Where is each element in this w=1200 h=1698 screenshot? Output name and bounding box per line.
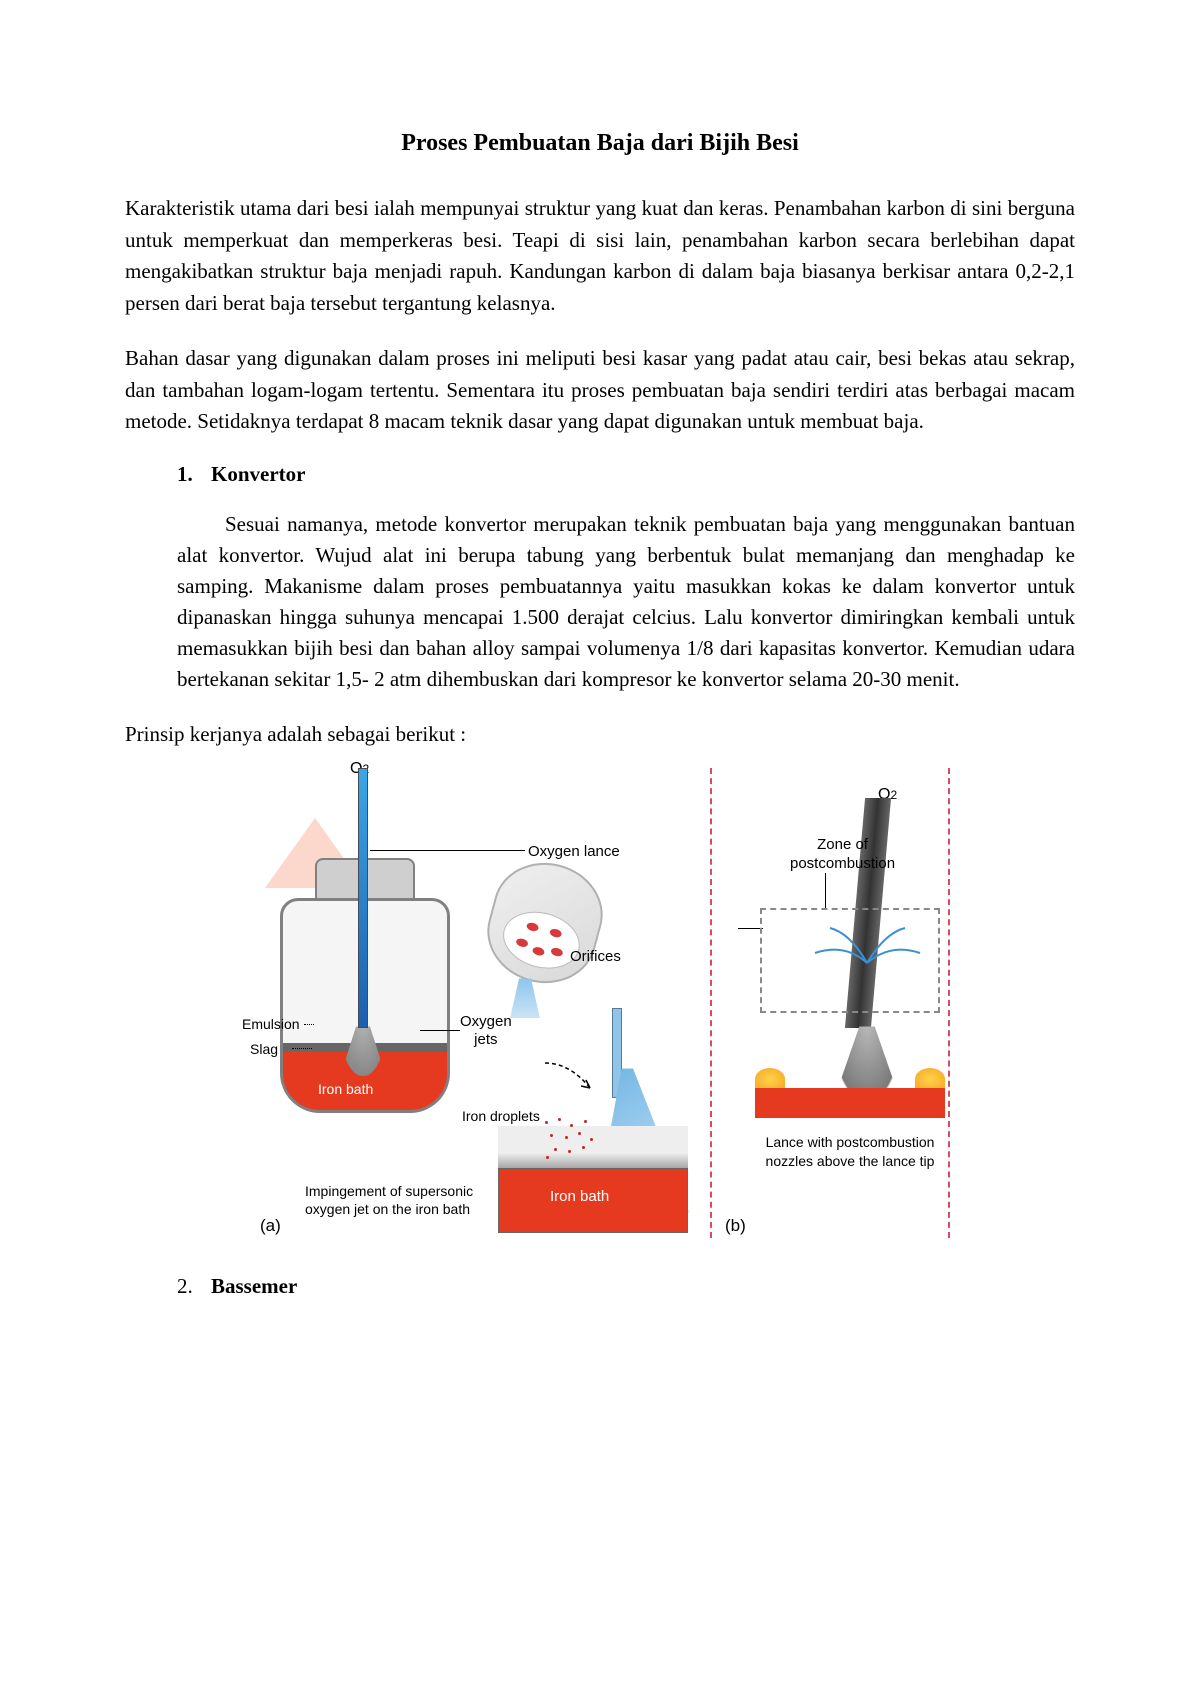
section-2: 2. Bassemer <box>125 1274 1075 1299</box>
zone-leader-v <box>825 873 826 908</box>
section-1-number: 1. <box>177 462 211 487</box>
oxygen-jet-cone-right <box>835 1026 899 1096</box>
oxygen-jets-label: Oxygenjets <box>460 1013 512 1049</box>
section-1-body: Sesuai namanya, metode konvertor merupak… <box>177 509 1075 695</box>
oxygen-lance-left <box>358 768 368 1028</box>
panel-b-label: (b) <box>725 1216 746 1236</box>
orifices-label: Orifices <box>570 948 621 965</box>
section-1-heading: 1. Konvertor <box>177 462 1075 487</box>
section-1-title: Konvertor <box>211 462 305 487</box>
emulsion-leader <box>304 1024 314 1025</box>
paragraph-2: Bahan dasar yang digunakan dalam proses … <box>125 343 1075 438</box>
lance-leader-line <box>370 850 525 851</box>
iron-droplets-label: Iron droplets <box>462 1108 540 1124</box>
section-2-heading: 2. Bassemer <box>177 1274 1075 1299</box>
converter-diagram: O2 Oxygen lance Emulsion Slag Iron bath … <box>250 768 950 1248</box>
iron-bath-strip-right <box>755 1088 945 1118</box>
lance-tip-closeup <box>476 851 613 995</box>
slag-label: Slag <box>250 1041 278 1057</box>
paragraph-1: Karakteristik utama dari besi ialah memp… <box>125 193 1075 319</box>
section-2-number: 2. <box>177 1274 211 1299</box>
impingement-label: Impingement of supersonicoxygen jet on t… <box>305 1183 473 1218</box>
trajectory-arrow-icon <box>540 1058 600 1098</box>
droplet-dots <box>540 1116 600 1166</box>
section-2-title: Bassemer <box>211 1274 297 1299</box>
postcombustion-flames-icon <box>805 918 930 1008</box>
oxygen-lance-label: Oxygen lance <box>528 843 620 860</box>
iron-bath-label-inset: Iron bath <box>550 1188 609 1205</box>
section-1: 1. Konvertor Sesuai namanya, metode konv… <box>125 462 1075 695</box>
oxygen-jets-leader <box>420 1030 460 1031</box>
panel-divider <box>710 768 712 1238</box>
iron-bath-label-vessel: Iron bath <box>318 1081 373 1097</box>
paragraph-3: Prinsip kerjanya adalah sebagai berikut … <box>125 719 1075 751</box>
slag-leader <box>292 1048 312 1049</box>
flame-left-icon <box>755 1068 785 1090</box>
flame-right-icon <box>915 1068 945 1090</box>
panel-a-label: (a) <box>260 1216 281 1236</box>
postcombustion-zone-label: Zone ofpostcombustion <box>790 836 895 874</box>
emulsion-label: Emulsion <box>242 1016 300 1032</box>
page-title: Proses Pembuatan Baja dari Bijih Besi <box>125 130 1075 157</box>
lance-caption-right: Lance with postcombustionnozzles above t… <box>750 1133 950 1169</box>
orifice-spray <box>510 978 540 1018</box>
